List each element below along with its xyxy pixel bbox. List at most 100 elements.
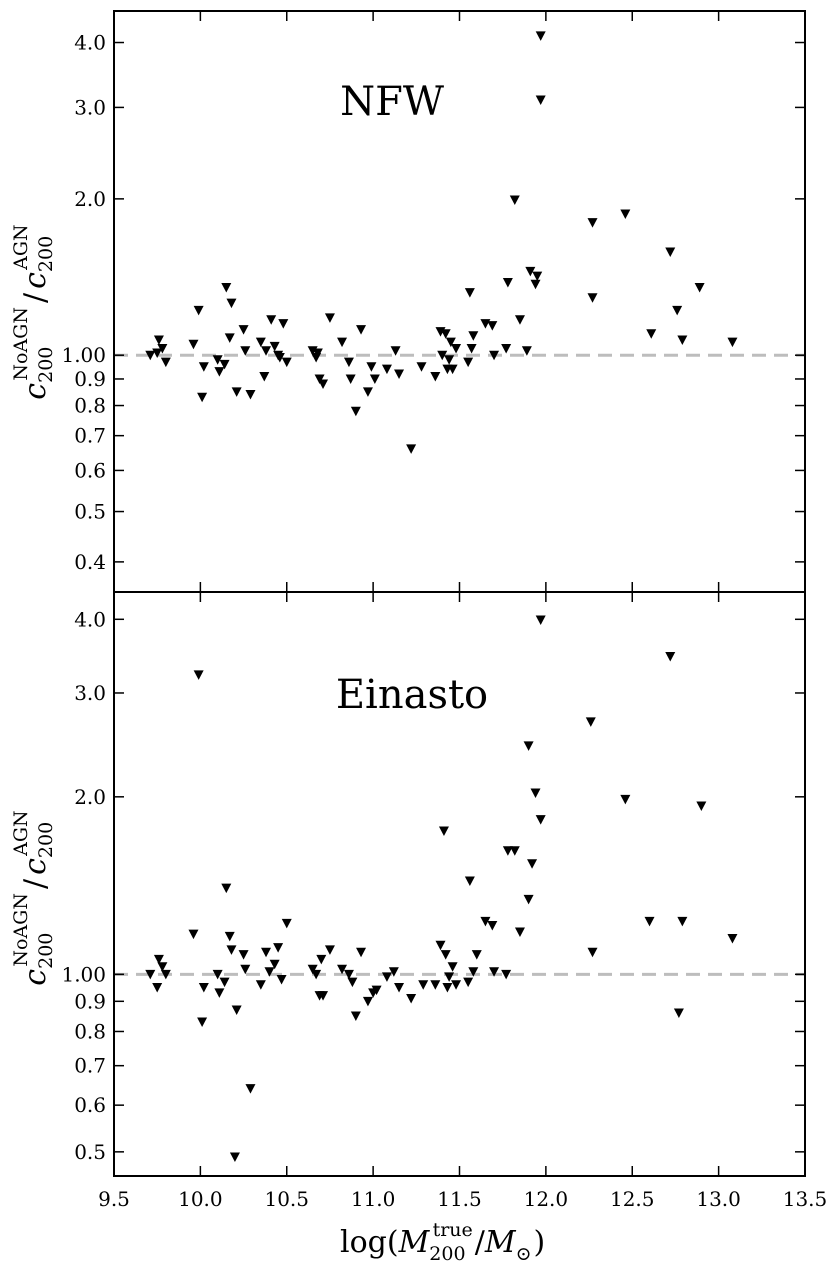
data-point xyxy=(369,374,380,384)
y-label-slash: / xyxy=(18,292,53,303)
data-point xyxy=(316,954,327,965)
data-point xyxy=(451,980,462,990)
x-tick-label: 10.5 xyxy=(264,1187,309,1211)
x-label-pre: log( xyxy=(340,1225,399,1260)
data-point xyxy=(587,947,598,958)
y-tick-label: 4.0 xyxy=(74,607,106,631)
y-label-slash: / xyxy=(18,878,53,889)
data-point xyxy=(224,333,235,343)
y-label-den-sup: AGN xyxy=(10,810,32,857)
data-point xyxy=(152,982,163,993)
data-point xyxy=(212,355,223,365)
data-point xyxy=(390,346,401,356)
data-point xyxy=(530,279,541,290)
x-label-slash: / xyxy=(475,1225,486,1260)
x-tick-label: 13.5 xyxy=(783,1187,828,1211)
data-point xyxy=(696,801,707,811)
data-point xyxy=(646,329,657,339)
x-label-sub: 200 xyxy=(429,1243,465,1262)
data-point xyxy=(587,293,598,303)
y-label-num-var: c xyxy=(18,969,53,986)
data-point xyxy=(587,218,598,228)
data-point xyxy=(502,278,513,288)
data-point xyxy=(727,934,738,944)
y-tick-label: 0.4 xyxy=(74,550,106,574)
data-point xyxy=(501,344,512,354)
data-point xyxy=(694,283,705,293)
y-tick-label: 0.5 xyxy=(74,1140,106,1164)
data-point xyxy=(281,357,292,368)
data-point xyxy=(532,271,543,282)
svg-text:c200NoAGN/c200AGN: c200NoAGN/c200AGN xyxy=(10,810,57,985)
data-point xyxy=(438,826,449,837)
data-point xyxy=(468,967,479,977)
x-tick-label: 11.0 xyxy=(351,1187,396,1211)
data-point xyxy=(311,969,322,980)
data-point xyxy=(345,374,356,384)
data-point xyxy=(521,346,532,356)
data-point xyxy=(214,367,225,377)
data-point xyxy=(487,321,498,331)
data-point xyxy=(463,357,474,368)
data-point xyxy=(673,1008,684,1018)
y-tick-label: 1.00 xyxy=(61,962,106,986)
data-point xyxy=(525,266,536,277)
data-point xyxy=(535,615,546,625)
data-point xyxy=(418,980,429,990)
y-label-num-var: c xyxy=(18,383,53,400)
data-point xyxy=(489,967,500,977)
data-point xyxy=(343,969,354,980)
data-point xyxy=(255,980,266,990)
data-point xyxy=(356,947,367,958)
data-point xyxy=(435,940,446,951)
data-point xyxy=(665,247,676,258)
y-tick-label: 2.0 xyxy=(74,785,106,809)
data-point xyxy=(337,964,348,975)
x-label-sun-sub: ⊙ xyxy=(516,1243,532,1262)
data-point xyxy=(145,969,156,980)
data-point xyxy=(160,969,171,980)
data-point xyxy=(261,346,272,356)
data-point xyxy=(231,387,242,397)
data-point xyxy=(394,369,405,380)
plot-frame xyxy=(113,10,806,593)
y-tick-label: 0.9 xyxy=(74,989,106,1013)
data-point xyxy=(523,741,534,751)
nfw-panel: NFW 0.4 0.5 0.6 0.7 0.8 0.91.00 2.0 3.0 4.0 xyxy=(61,10,806,593)
data-point xyxy=(501,969,512,980)
y-label-den-var: c xyxy=(18,272,53,289)
svg-text:log(M200true/M⊙): log(M200true/M⊙) xyxy=(340,1219,545,1262)
data-point xyxy=(245,390,256,400)
data-point xyxy=(468,331,479,341)
data-point xyxy=(665,651,676,662)
nfw-panel-title: NFW xyxy=(340,79,444,125)
data-point xyxy=(371,985,382,996)
data-point xyxy=(444,972,455,982)
x-label-sup: true xyxy=(433,1219,473,1241)
y-tick-label: 0.8 xyxy=(74,394,106,418)
data-point xyxy=(430,980,441,990)
y-label-den-sub: 200 xyxy=(35,236,57,272)
data-point xyxy=(440,950,451,960)
data-point xyxy=(219,359,230,370)
data-point xyxy=(388,967,399,977)
data-point xyxy=(324,313,335,323)
data-point xyxy=(620,209,631,220)
data-point xyxy=(509,846,520,856)
data-point xyxy=(347,977,358,988)
data-point xyxy=(157,344,168,354)
data-point xyxy=(261,947,272,958)
plot-frame xyxy=(113,591,806,1177)
data-point xyxy=(466,344,477,354)
data-point xyxy=(487,921,498,931)
x-label-sun-var: M xyxy=(484,1225,517,1260)
y-label-den-sub: 200 xyxy=(35,822,57,858)
data-point xyxy=(153,954,164,965)
data-point xyxy=(266,315,277,325)
data-point xyxy=(219,977,230,988)
data-point xyxy=(523,894,534,905)
data-point xyxy=(324,945,335,955)
data-point xyxy=(231,1005,242,1015)
data-point xyxy=(381,364,392,375)
data-point xyxy=(366,362,377,372)
